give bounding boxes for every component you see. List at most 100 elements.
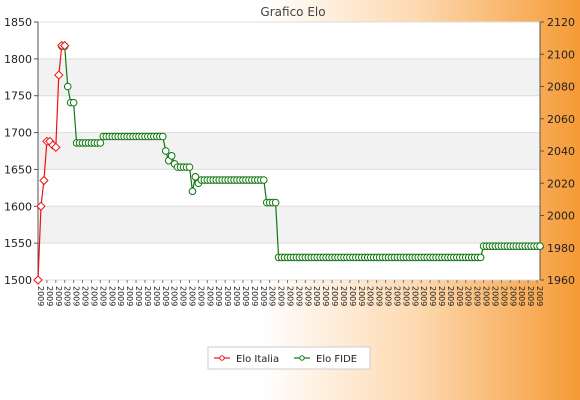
point-elo-fide: [536, 242, 544, 250]
grid-band: [38, 206, 540, 244]
x-axis-label: 2009: [294, 286, 303, 306]
x-axis-label: 2009: [508, 286, 517, 306]
point-elo-fide: [271, 198, 280, 207]
x-axis-label: 2009: [437, 286, 446, 306]
x-axis-label: 2009: [143, 286, 152, 306]
x-axis-label: 2009: [535, 286, 544, 306]
x-axis-label: 2009: [107, 286, 116, 306]
point-elo-fide: [158, 132, 167, 141]
x-axis-label: 2009: [205, 286, 214, 306]
point-elo-fide: [259, 176, 268, 184]
point-elo-fide: [191, 173, 200, 181]
x-axis-label: 2009: [277, 286, 286, 306]
left-axis-label: 1550: [4, 237, 32, 250]
x-axis-label: 2009: [223, 286, 232, 306]
right-axis-label: 2000: [547, 210, 575, 223]
point-elo-italia: [33, 275, 43, 285]
x-axis-label: 2009: [392, 286, 401, 306]
right-axis-label: 2060: [547, 113, 575, 126]
x-axis-label: 2009: [196, 286, 205, 306]
x-axis-label: 2009: [330, 286, 339, 306]
point-elo-fide: [167, 152, 176, 160]
x-axis-label: 2009: [241, 286, 250, 306]
point-elo-fide: [185, 163, 194, 171]
x-axis-label: 2009: [268, 286, 277, 306]
x-axis-label: 2009: [36, 286, 45, 306]
x-axis-label: 2009: [232, 286, 241, 306]
x-axis-label: 2009: [490, 286, 499, 306]
point-elo-italia: [60, 40, 70, 51]
x-axis-label: 2009: [89, 286, 98, 306]
left-axis-label: 1800: [4, 53, 32, 66]
x-axis-label: 2009: [259, 286, 268, 306]
x-axis-label: 2009: [410, 286, 419, 306]
x-axis-label: 2009: [125, 286, 134, 306]
x-axis-label: 2009: [152, 286, 161, 306]
point-elo-fide: [188, 187, 197, 196]
point-elo-fide: [69, 98, 78, 107]
x-axis-label: 2009: [366, 286, 375, 306]
x-axis-label: 2009: [98, 286, 107, 306]
x-axis-label: 2009: [482, 286, 491, 306]
left-axis-label: 1500: [4, 274, 32, 287]
x-axis-label: 2009: [312, 286, 321, 306]
x-axis-label: 2009: [428, 286, 437, 306]
chart-title: Grafico Elo: [260, 5, 325, 19]
x-axis-label: 2009: [321, 286, 330, 306]
x-axis-label: 2009: [286, 286, 295, 306]
point-elo-fide: [161, 147, 170, 155]
left-axis-label: 1850: [4, 16, 32, 29]
x-axis-label: 2009: [499, 286, 508, 306]
point-elo-fide: [96, 139, 105, 147]
left-axis-label: 1600: [4, 200, 32, 213]
x-axis-label: 2009: [419, 286, 428, 306]
x-axis-label: 2009: [526, 286, 535, 306]
right-axis-label: 2100: [547, 48, 575, 61]
x-axis-label: 2009: [214, 286, 223, 306]
x-axis-label: 2009: [81, 286, 90, 306]
x-axis-label: 2009: [170, 286, 179, 306]
x-axis-label: 2009: [455, 286, 464, 306]
x-axis-label: 2009: [134, 286, 143, 306]
x-axis-label: 2009: [161, 286, 170, 306]
x-axis-label: 2009: [446, 286, 455, 306]
legend-marker: [299, 355, 305, 361]
x-axis-label: 2009: [72, 286, 81, 306]
legend-marker: [219, 355, 225, 361]
point-elo-italia: [36, 201, 46, 211]
right-axis-label: 1960: [547, 274, 575, 287]
x-axis-label: 2009: [348, 286, 357, 306]
legend-box: [207, 346, 371, 370]
point-elo-italia: [51, 142, 61, 153]
right-axis-label: 2120: [547, 16, 575, 29]
x-axis-label: 2009: [339, 286, 348, 306]
legend-label-elo-italia: Elo Italia: [236, 354, 279, 365]
x-axis-label: 2009: [517, 286, 526, 306]
point-elo-fide: [63, 82, 72, 91]
x-axis-label: 2009: [45, 286, 54, 306]
x-axis-label: 2009: [384, 286, 393, 306]
left-axis-label: 1750: [4, 90, 32, 103]
x-axis-label: 2009: [187, 286, 196, 306]
x-axis-label: 2009: [357, 286, 366, 306]
x-axis-label: 2009: [250, 286, 259, 306]
right-axis-label: 2040: [547, 145, 575, 158]
legend-label-elo-fide: Elo FIDE: [316, 354, 357, 365]
right-axis-label: 2020: [547, 177, 575, 190]
x-axis-label: 2009: [116, 286, 125, 306]
point-elo-fide: [476, 253, 485, 262]
point-elo-italia: [39, 175, 49, 186]
grid-band: [38, 58, 540, 96]
x-axis-label: 2009: [303, 286, 312, 306]
x-axis-label: 2009: [179, 286, 188, 306]
left-axis-label: 1700: [4, 127, 32, 140]
x-axis-label: 2009: [464, 286, 473, 306]
x-axis-label: 2009: [401, 286, 410, 306]
x-axis-label: 2009: [54, 286, 63, 306]
point-elo-italia: [54, 70, 64, 80]
right-axis-label: 1980: [547, 242, 575, 255]
x-axis-label: 2009: [375, 286, 384, 306]
x-axis-label: 2009: [473, 286, 482, 306]
